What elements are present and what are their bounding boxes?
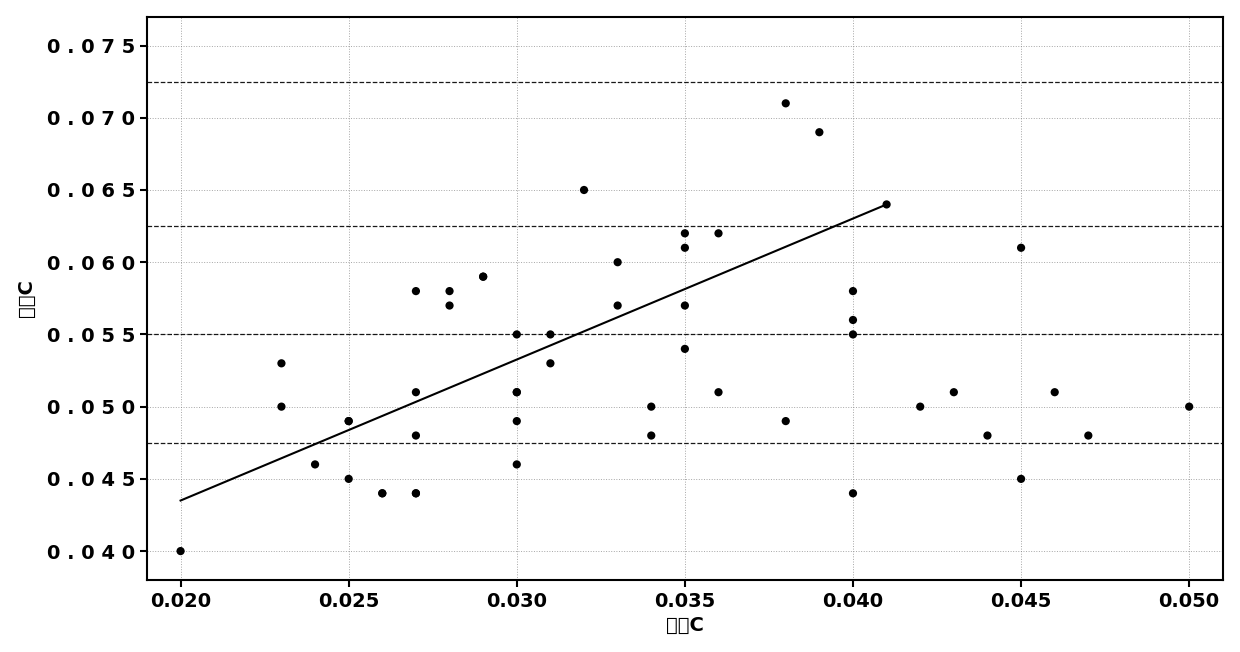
Point bbox=[171, 546, 191, 556]
Point bbox=[507, 387, 527, 398]
Point bbox=[675, 228, 694, 239]
Point bbox=[675, 243, 694, 253]
X-axis label: 氧站C: 氧站C bbox=[666, 616, 704, 635]
Point bbox=[641, 402, 661, 412]
Point bbox=[405, 387, 425, 398]
Point bbox=[541, 329, 560, 340]
Point bbox=[372, 488, 392, 499]
Point bbox=[1079, 430, 1099, 441]
Point bbox=[675, 344, 694, 354]
Point bbox=[507, 387, 527, 398]
Point bbox=[910, 402, 930, 412]
Point bbox=[977, 430, 997, 441]
Point bbox=[708, 387, 728, 398]
Point bbox=[1011, 243, 1030, 253]
Point bbox=[843, 488, 863, 499]
Point bbox=[641, 430, 661, 441]
Point bbox=[405, 430, 425, 441]
Y-axis label: 中包C: 中包C bbox=[16, 279, 36, 318]
Point bbox=[405, 488, 425, 499]
Point bbox=[843, 286, 863, 296]
Point bbox=[507, 416, 527, 426]
Point bbox=[810, 127, 830, 138]
Point bbox=[776, 98, 796, 108]
Point bbox=[474, 271, 494, 282]
Point bbox=[440, 286, 460, 296]
Point bbox=[1045, 387, 1065, 398]
Point bbox=[339, 473, 358, 484]
Point bbox=[305, 459, 325, 469]
Point bbox=[1011, 473, 1030, 484]
Point bbox=[608, 257, 627, 267]
Point bbox=[708, 228, 728, 239]
Point bbox=[272, 402, 291, 412]
Point bbox=[843, 329, 863, 340]
Point bbox=[608, 301, 627, 311]
Point bbox=[405, 286, 425, 296]
Point bbox=[272, 358, 291, 368]
Point bbox=[1179, 402, 1199, 412]
Point bbox=[405, 488, 425, 499]
Point bbox=[474, 271, 494, 282]
Point bbox=[339, 416, 358, 426]
Point bbox=[776, 416, 796, 426]
Point bbox=[574, 185, 594, 195]
Point bbox=[944, 387, 963, 398]
Point bbox=[440, 301, 460, 311]
Point bbox=[675, 301, 694, 311]
Point bbox=[541, 358, 560, 368]
Point bbox=[877, 200, 897, 210]
Point bbox=[339, 416, 358, 426]
Point bbox=[507, 329, 527, 340]
Point bbox=[843, 315, 863, 325]
Point bbox=[507, 459, 527, 469]
Point bbox=[372, 488, 392, 499]
